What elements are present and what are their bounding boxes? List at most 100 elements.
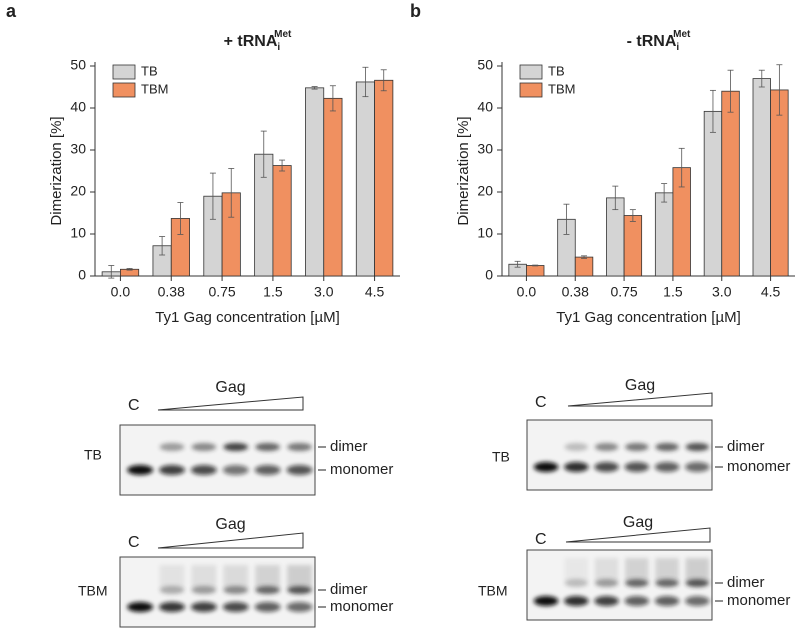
gel-band [594, 462, 619, 472]
gel-smear [655, 558, 679, 581]
gel-gradient-label: Gag [215, 516, 245, 533]
title-text: - tRNA [627, 33, 677, 50]
gel-band [684, 596, 710, 606]
error-bar [776, 64, 783, 116]
error-bar [629, 209, 636, 222]
gel-band [564, 596, 589, 606]
y-tick-label: 30 [70, 141, 86, 157]
error-bar [279, 159, 286, 172]
gel-smear [685, 558, 710, 581]
gel-band [286, 465, 313, 475]
title-superscript: Met [673, 29, 691, 40]
legend-swatch [519, 82, 543, 98]
chart-title: - tRNAi Met [627, 29, 691, 53]
gel-band [594, 596, 619, 606]
gel-band [594, 443, 619, 451]
gel-gradient-label: Gag [625, 377, 655, 394]
gel-gradient-label: Gag [623, 514, 653, 531]
gel-frame [119, 424, 316, 496]
y-tick-label: 0 [78, 267, 86, 283]
gel-smear [255, 565, 281, 588]
band-label: dimer [330, 438, 368, 455]
y-tick-label: 20 [477, 183, 493, 199]
band-label: dimer [727, 438, 765, 455]
bar [721, 90, 740, 277]
gel-band [222, 602, 249, 612]
gel-band [190, 602, 217, 612]
gel-frame [526, 549, 713, 621]
error-bar [612, 185, 619, 211]
error-bar [159, 236, 166, 256]
title-superscript: Met [274, 29, 292, 40]
error-bar [661, 183, 668, 203]
bar [752, 78, 771, 277]
gel-gradient-label: Gag [215, 379, 245, 396]
error-bar [260, 130, 267, 178]
gel-band [564, 443, 589, 451]
y-tick-label: 50 [477, 57, 493, 73]
gel-smear [564, 558, 589, 581]
error-bar [514, 260, 521, 268]
error-bar [532, 264, 539, 267]
x-tick-label: 1.5 [663, 284, 683, 300]
bar [770, 89, 789, 277]
gel-band [159, 465, 185, 475]
error-bar [311, 86, 318, 90]
y-tick-label: 40 [477, 99, 493, 115]
gel-control-label: C [535, 394, 547, 411]
gel-band [654, 596, 680, 606]
gel-band [223, 443, 249, 451]
gel-buffer-label: TBM [478, 583, 508, 599]
bar [703, 110, 723, 277]
y-tick-label: 50 [70, 57, 86, 73]
gel-control-label: C [128, 534, 140, 551]
gel-smear [625, 558, 649, 581]
x-axis-label: Ty1 Gag concentration [µM] [155, 309, 340, 326]
band-label: monomer [330, 598, 393, 615]
gel-band [533, 596, 559, 606]
gel-buffer-label: TB [84, 447, 102, 463]
bar [305, 87, 325, 277]
band-label: monomer [330, 461, 393, 478]
gel-band [684, 462, 710, 472]
gel-buffer-label: TBM [78, 583, 108, 599]
error-bar [177, 202, 184, 235]
gel-smear [594, 558, 619, 581]
title-subscript: i [277, 42, 280, 53]
gel-buffer-label: TB [492, 449, 510, 465]
gel-smear [287, 565, 312, 588]
gel-smear [223, 565, 249, 588]
gel-band [159, 443, 185, 451]
gel-band [254, 602, 281, 612]
y-tick-label: 40 [70, 99, 86, 115]
x-tick-label: 1.5 [263, 284, 283, 300]
error-bar [678, 147, 685, 188]
band-label: dimer [727, 574, 765, 591]
gel-band [255, 443, 281, 451]
x-tick-label: 0.75 [208, 284, 235, 300]
x-tick-label: 3.0 [712, 284, 732, 300]
y-axis-label: Dimerization [%] [48, 116, 65, 225]
error-bar [362, 66, 369, 98]
gel-frame [119, 556, 316, 628]
gel-smear [191, 565, 217, 588]
x-tick-label: 0.0 [517, 284, 537, 300]
gel-band [625, 443, 649, 451]
gel-band [159, 602, 185, 612]
error-bar [108, 265, 115, 279]
y-tick-label: 10 [477, 225, 493, 241]
x-tick-label: 4.5 [761, 284, 781, 300]
legend-label: TB [548, 63, 565, 78]
panel-label: a [6, 1, 17, 21]
gel-band [127, 465, 154, 475]
gel-band [222, 465, 249, 475]
x-tick-label: 0.38 [158, 284, 185, 300]
gel-band [685, 443, 710, 451]
error-bar [380, 69, 387, 92]
legend-label: TB [141, 63, 158, 78]
legend-swatch [112, 82, 136, 98]
x-tick-label: 0.38 [562, 284, 589, 300]
x-tick-label: 3.0 [314, 284, 334, 300]
chart-title: + tRNAi Met [224, 29, 292, 53]
legend-label: TBM [141, 81, 168, 96]
